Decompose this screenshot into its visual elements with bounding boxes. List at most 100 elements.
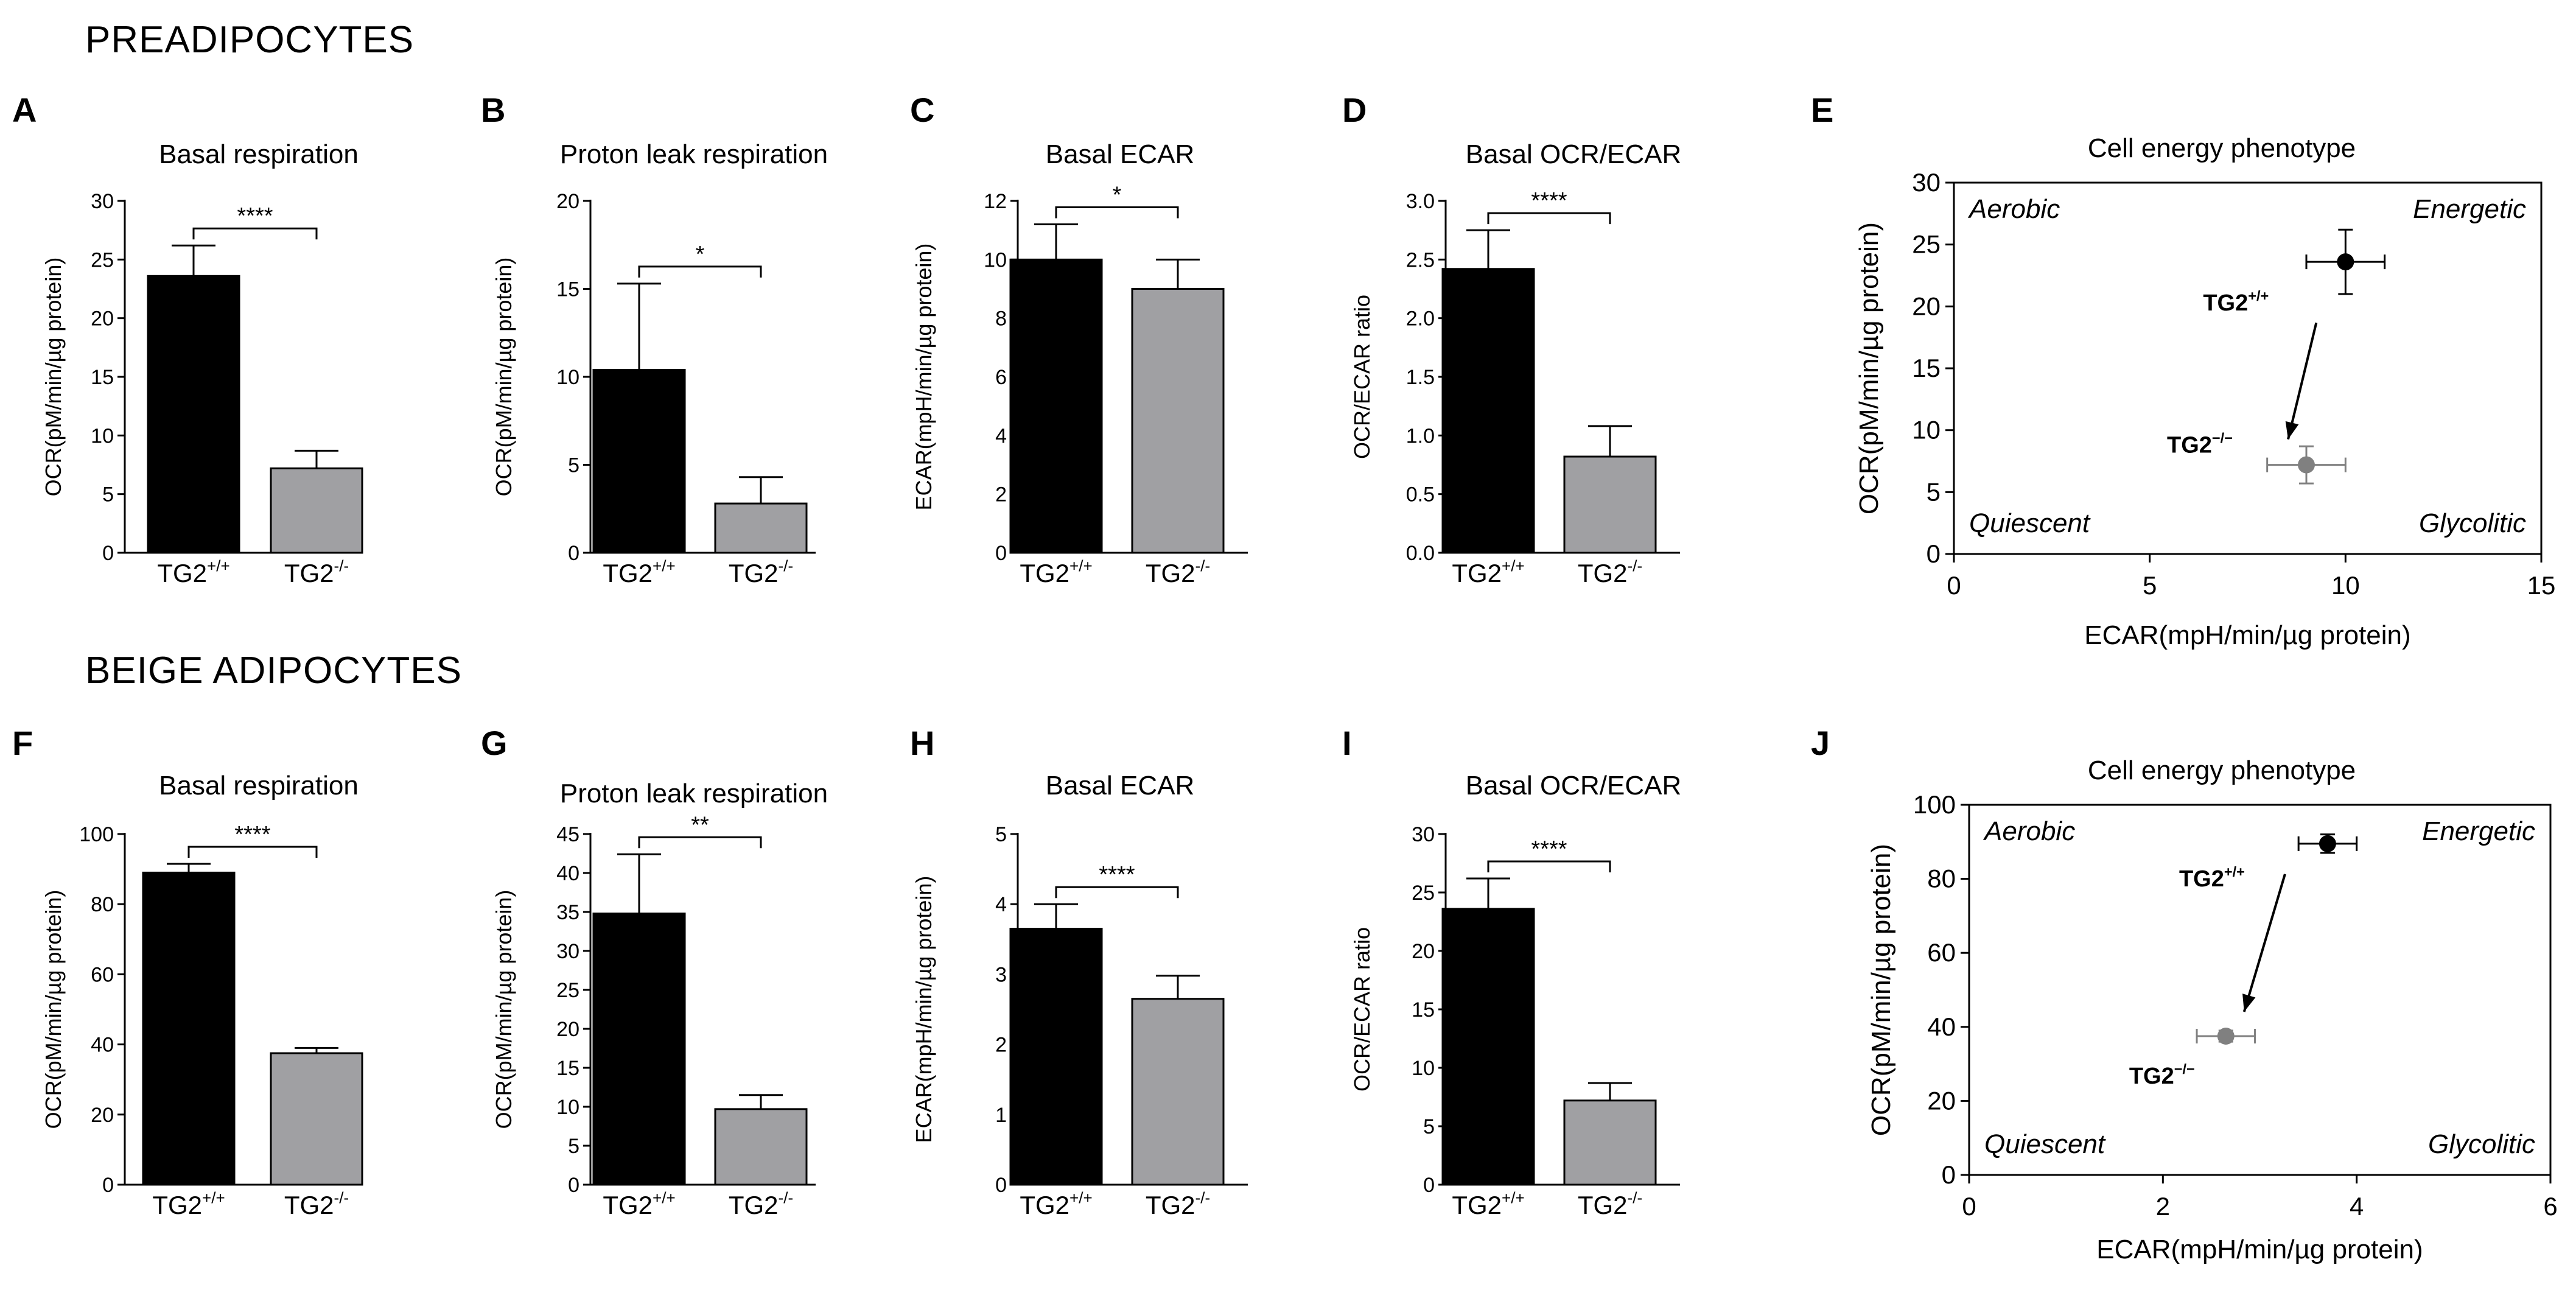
x-tick-label: 10: [2331, 571, 2360, 600]
chart-panel-g: G Proton leak respiration OCR(pM/min/µg pr…: [481, 724, 828, 1219]
data-point-tg2-ko: [2217, 1028, 2235, 1045]
point-label-tg2-ko: TG2−/−: [2167, 430, 2233, 458]
x-tick-label: 4: [2350, 1192, 2364, 1221]
y-tick-label: 40: [1927, 1012, 1956, 1041]
y-tick-label: 12: [984, 190, 1007, 213]
point-label-tg2-ko: TG2−/−: [2129, 1061, 2195, 1089]
y-tick-label: 5: [568, 454, 579, 477]
y-tick-label: 0: [1423, 1174, 1435, 1197]
y-tick-label: 15: [1412, 998, 1435, 1022]
y-tick-label: 100: [1913, 790, 1956, 819]
y-tick-label: 25: [1412, 882, 1435, 905]
y-tick-label: 6: [995, 366, 1007, 389]
y-tick-label: 15: [1912, 354, 1941, 382]
y-tick-label: 20: [1912, 292, 1941, 320]
y-tick-label: 1.5: [1406, 366, 1435, 389]
y-tick-label: 100: [79, 823, 114, 846]
y-tick-label: 10: [1412, 1057, 1435, 1080]
y-tick-label: 15: [556, 1057, 579, 1080]
panel-letter: F: [12, 724, 33, 762]
y-tick-label: 2.0: [1406, 307, 1435, 331]
chart-title: Proton leak respiration: [560, 779, 828, 808]
x-tick-label: TG2-/-: [1578, 556, 1642, 587]
chart-panel-i: I Basal OCR/ECAR OCR/ECAR ratio 0 5 10 15 20 25 3…: [1342, 724, 1681, 1219]
significance-stars: ****: [1531, 188, 1567, 214]
y-tick-label: 3: [995, 963, 1007, 986]
y-axis-label: OCR(pM/min/µg protein): [41, 890, 66, 1129]
x-tick-label: TG2+/+: [157, 556, 229, 587]
chart-panel-d: D Basal OCR/ECAR OCR/ECAR ratio 0.0 0.5 1.0 1.…: [1342, 91, 1681, 587]
quadrant-label-quiescent: Quiescent: [1969, 508, 2091, 538]
y-tick-label: 20: [91, 307, 114, 331]
bar-tg2-wt: [592, 913, 686, 1186]
y-tick-label: 4: [995, 424, 1007, 447]
y-tick-label: 0.5: [1406, 483, 1435, 507]
significance-stars: ****: [237, 203, 273, 229]
significance-bracket: [1487, 860, 1611, 872]
x-tick-label: TG2-/-: [1578, 1188, 1642, 1219]
y-axis-label: OCR/ECAR ratio: [1349, 295, 1374, 459]
x-axis-label: ECAR(mpH/min/µg protein): [2096, 1235, 2423, 1264]
section-title-beige-adipocytes: BEIGE ADIPOCYTES: [85, 650, 462, 692]
significance-bracket: [1487, 212, 1611, 225]
x-tick-label: 15: [2527, 571, 2556, 600]
y-tick-label: 40: [91, 1034, 114, 1057]
significance-bracket: [192, 227, 318, 240]
y-tick-label: 15: [91, 366, 114, 389]
bar-tg2-wt: [592, 368, 686, 554]
chart-panel-e: E Cell energy phenotype 0 5 10 15 20 25 30 0 5 10 15…: [1811, 91, 2555, 650]
point-label-tg2-wt: TG2+/+: [2203, 288, 2269, 316]
y-tick-label: 2: [995, 1034, 1007, 1057]
significance-bracket: [187, 846, 318, 858]
significance-bracket: [1055, 886, 1179, 899]
y-tick-label: 45: [556, 823, 579, 846]
y-tick-label: 0.0: [1406, 542, 1435, 565]
chart-title: Proton leak respiration: [560, 139, 828, 169]
chart-panel-h: H Basal ECAR ECAR(mpH/min/µg protein) 0 1 2 3 4…: [910, 724, 1248, 1219]
x-tick-label: 0: [1947, 571, 1961, 600]
y-tick-label: 60: [91, 963, 114, 986]
y-tick-label: 4: [995, 893, 1007, 916]
y-tick-label: 10: [556, 366, 579, 389]
bar-tg2-ko: [270, 467, 363, 554]
y-axis-label: OCR(pM/min/µg protein): [1866, 844, 1896, 1136]
bar-tg2-wt: [142, 871, 236, 1186]
y-tick-label: 2: [995, 483, 1007, 507]
quadrant-label-energetic: Energetic: [2413, 194, 2526, 224]
y-tick-label: 0: [102, 1174, 114, 1197]
bar-tg2-ko: [1563, 455, 1657, 554]
y-tick-label: 25: [556, 979, 579, 1002]
chart-title: Basal respiration: [159, 139, 359, 169]
y-tick-label: 40: [556, 862, 579, 885]
quadrant-label-glycolitic: Glycolitic: [2419, 508, 2526, 538]
panel-letter: C: [910, 91, 934, 129]
x-tick-label: TG2+/+: [1020, 556, 1092, 587]
chart-panel-j: J Cell energy phenotype 0 20 40 60 80 100 0 2 4 6 EC…: [1811, 724, 2558, 1264]
significance-stars: *: [696, 242, 705, 267]
chart-title: Basal respiration: [159, 771, 359, 801]
y-tick-label: 0: [568, 1174, 579, 1197]
y-tick-label: 35: [556, 901, 579, 924]
y-tick-label: 1.0: [1406, 424, 1435, 447]
y-tick-label: 30: [556, 940, 579, 963]
panel-letter: G: [481, 724, 508, 762]
y-tick-label: 5: [102, 483, 114, 507]
y-tick-label: 30: [91, 190, 114, 213]
transition-arrow-head: [2242, 994, 2256, 1012]
x-tick-label: 2: [2156, 1192, 2170, 1221]
panel-letter: D: [1342, 91, 1367, 129]
significance-bracket: [638, 836, 762, 849]
chart-title: Cell energy phenotype: [2088, 755, 2356, 785]
y-tick-label: 80: [1927, 864, 1956, 893]
bar-tg2-ko: [1131, 998, 1225, 1186]
bar-tg2-ko: [714, 1108, 808, 1186]
bar-tg2-wt: [1441, 268, 1535, 554]
y-tick-label: 30: [1912, 168, 1941, 197]
y-tick-label: 15: [556, 278, 579, 301]
section-title-preadipocytes: PREADIPOCYTES: [85, 19, 415, 61]
plot-frame: [1953, 181, 2543, 555]
y-axis-label: OCR(pM/min/µg protein): [491, 890, 516, 1129]
x-tick-label: TG2-/-: [284, 1188, 349, 1219]
bar-tg2-wt: [1009, 928, 1103, 1186]
